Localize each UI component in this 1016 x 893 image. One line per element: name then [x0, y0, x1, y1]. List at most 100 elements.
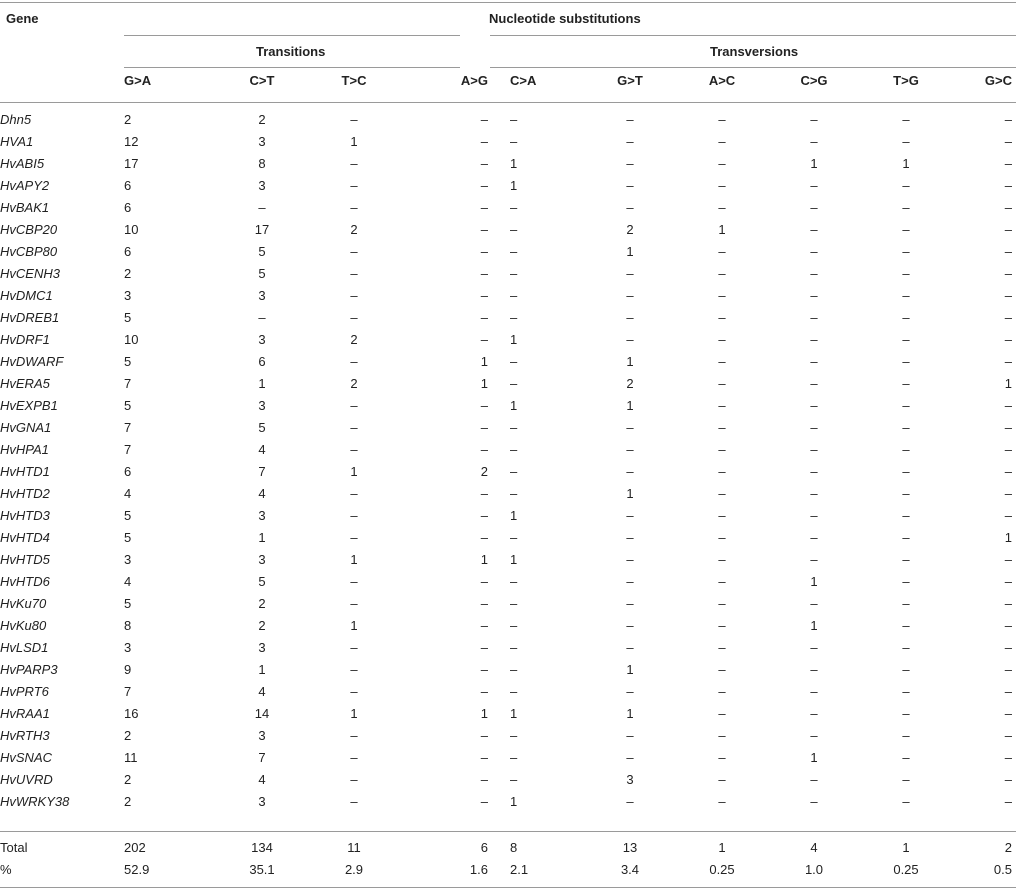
cell-t-g: 1 [902, 156, 910, 171]
col-header-c-t: C>T [249, 73, 275, 88]
cell-c-g: – [810, 244, 818, 259]
gene-name-cell: HvHTD6 [0, 574, 50, 589]
cell-a-c: – [718, 552, 726, 567]
cell-c-a: – [510, 772, 518, 787]
cell-a-c: – [718, 772, 726, 787]
cell-t-g: – [902, 794, 910, 809]
cell-g-t: – [626, 750, 634, 765]
cell-g-c: – [1004, 552, 1012, 567]
cell-c-g: – [810, 596, 818, 611]
cell-g-c: – [1004, 684, 1012, 699]
cell-c-g: 1 [810, 750, 818, 765]
cell-c-a: – [510, 442, 518, 457]
cell-a-g: – [480, 178, 488, 193]
cell-c-g: – [810, 552, 818, 567]
cell-a-c: – [718, 354, 726, 369]
cell-g-a: 11 [124, 750, 138, 765]
cell-g-t: – [626, 266, 634, 281]
cell-g-a: 2 [124, 112, 132, 127]
cell-t-c: – [350, 112, 358, 127]
cell-t-g: – [902, 244, 910, 259]
cell-t-c: 1 [350, 706, 358, 721]
cell-a-c: – [718, 310, 726, 325]
cell-g-a: 5 [124, 354, 132, 369]
cell-g-a: 6 [124, 200, 132, 215]
cell-t-g: – [902, 662, 910, 677]
cell-t-g: – [902, 486, 910, 501]
cell-g-a: 9 [124, 662, 132, 677]
transitions-subrule [124, 67, 460, 68]
cell-t-g: – [902, 640, 910, 655]
cell-a-g: 1 [480, 552, 488, 567]
cell-c-a: – [510, 288, 518, 303]
cell-g-t: – [626, 464, 634, 479]
cell-c-g: – [810, 464, 818, 479]
table-row: HvHTD1 6 7 1 2 – – – – – – [0, 461, 1016, 483]
cell-t-c: – [350, 662, 358, 677]
cell-g-a: 7 [124, 442, 132, 457]
col-header-a-g: A>G [460, 73, 488, 88]
cell-g-t: 1 [626, 486, 634, 501]
cell-a-g: – [480, 332, 488, 347]
totals-rule [0, 831, 1016, 832]
cell-a-c: – [718, 530, 726, 545]
cell-c-a: – [510, 618, 518, 633]
cell-t-c: 2 [350, 222, 358, 237]
cell-g-t: – [626, 508, 634, 523]
cell-a-g: 1 [480, 376, 488, 391]
cell-c-g: – [810, 398, 818, 413]
gene-name-cell: HvUVRD [0, 772, 53, 787]
table-row: HvCENH3 2 5 – – – – – – – – [0, 263, 1016, 285]
gene-name-cell: HvCBP20 [0, 222, 58, 237]
cell-g-c: – [1004, 640, 1012, 655]
cell-t-c: 1 [350, 464, 358, 479]
cell-a-g: – [480, 486, 488, 501]
cell-g-t: – [626, 420, 634, 435]
table-row: HvCBP20 10 17 2 – – 2 1 – – – [0, 219, 1016, 241]
cell-t-c: – [350, 288, 358, 303]
cell-g-c: – [1004, 618, 1012, 633]
table-row: HvPARP3 9 1 – – – 1 – – – – [0, 659, 1016, 681]
cell-a-g: – [480, 420, 488, 435]
cell-g-t: 2 [626, 222, 634, 237]
cell-g-t: 1 [626, 354, 634, 369]
cell-t-c: – [350, 156, 358, 171]
table-row: HvPRT6 7 4 – – – – – – – – [0, 681, 1016, 703]
cell-g-a: 4 [124, 574, 132, 589]
cell-g-a: 6 [124, 244, 132, 259]
cell-c-g: – [810, 178, 818, 193]
cell-g-c: – [1004, 574, 1012, 589]
cell-a-c: – [718, 332, 726, 347]
summary-cell-t-g: 1 [902, 840, 910, 855]
cell-g-a: 7 [124, 420, 132, 435]
cell-g-t: – [626, 178, 634, 193]
cell-c-t: 17 [254, 222, 270, 237]
column-header-row-table: G>A C>T T>C A>G C>A G>T A>C C>G T>G G>C [0, 70, 1016, 92]
summary-cell-g-a: 52.9 [124, 862, 150, 877]
cell-g-c: – [1004, 420, 1012, 435]
cell-t-g: – [902, 266, 910, 281]
cell-c-g: – [810, 354, 818, 369]
cell-g-a: 5 [124, 398, 132, 413]
cell-g-c: – [1004, 398, 1012, 413]
cell-g-c: – [1004, 134, 1012, 149]
gene-name-cell: HvHTD3 [0, 508, 50, 523]
cell-c-t: 3 [258, 288, 266, 303]
summary-table: Total 202 134 11 6 8 13 1 4 1 2% 52.9 35.1 2.9 1.6 2.1 3… [0, 837, 1016, 881]
cell-c-t: 3 [258, 794, 266, 809]
cell-g-a: 2 [124, 266, 132, 281]
summary-cell-g-c: 0.5 [993, 862, 1012, 877]
transitions-rule [124, 35, 460, 36]
col-header-t-c: T>C [341, 73, 367, 88]
cell-t-g: – [902, 530, 910, 545]
cell-c-g: – [810, 420, 818, 435]
cell-t-c: – [350, 200, 358, 215]
cell-g-t: – [626, 574, 634, 589]
cell-g-c: – [1004, 662, 1012, 677]
cell-c-a: – [510, 200, 518, 215]
cell-t-g: – [902, 310, 910, 325]
cell-a-g: – [480, 222, 488, 237]
table-title: Nucleotide substitutions [489, 11, 641, 26]
cell-a-g: – [480, 156, 488, 171]
cell-a-g: – [480, 684, 488, 699]
